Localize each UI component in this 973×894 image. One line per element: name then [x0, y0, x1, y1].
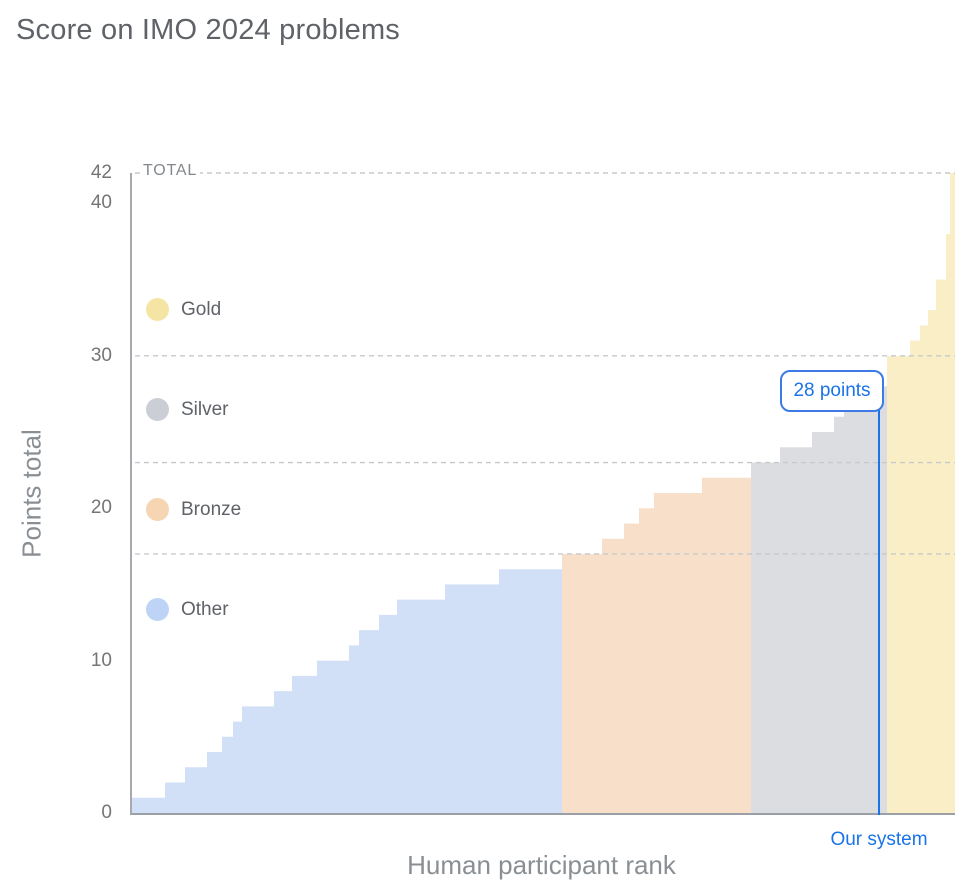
legend-dot-other — [146, 598, 169, 621]
y-tick-42: 42 — [90, 162, 112, 183]
legend-item-bronze: Bronze — [146, 498, 241, 521]
area-bronze — [562, 477, 751, 813]
y-tick-10: 10 — [90, 649, 112, 671]
legend-dot-silver — [146, 398, 169, 421]
y-tick-40: 40 — [90, 192, 112, 214]
legend-label-other: Other — [181, 598, 229, 620]
legend-dot-bronze — [146, 498, 169, 521]
y-tick-30: 30 — [90, 344, 112, 366]
chart-title: Score on IMO 2024 problems — [16, 14, 400, 46]
legend-label-gold: Gold — [181, 298, 222, 320]
y-tick-20: 20 — [90, 497, 112, 519]
y-axis-label: Points total — [16, 429, 47, 558]
x-axis-label: Human participant rank — [407, 850, 676, 880]
score-callout: 28 points — [780, 370, 884, 412]
y-tick-0: 0 — [101, 802, 112, 823]
our-system-label: Our system — [830, 829, 928, 850]
plot-area: TOTAL Gold Silver Bronze Other 28 points Ou… — [130, 162, 955, 850]
chart-canvas — [132, 172, 955, 815]
area-other — [132, 569, 562, 813]
area-silver — [751, 386, 887, 813]
score-callout-text: 28 points — [793, 380, 871, 401]
total-guide-label: TOTAL — [140, 162, 201, 180]
legend-label-silver: Silver — [181, 398, 229, 420]
legend-dot-gold — [146, 298, 169, 321]
legend-item-silver: Silver — [146, 398, 229, 421]
legend-item-gold: Gold — [146, 298, 221, 321]
legend-label-bronze: Bronze — [181, 498, 242, 520]
legend-item-other: Other — [146, 598, 229, 621]
area-gold — [887, 173, 955, 813]
